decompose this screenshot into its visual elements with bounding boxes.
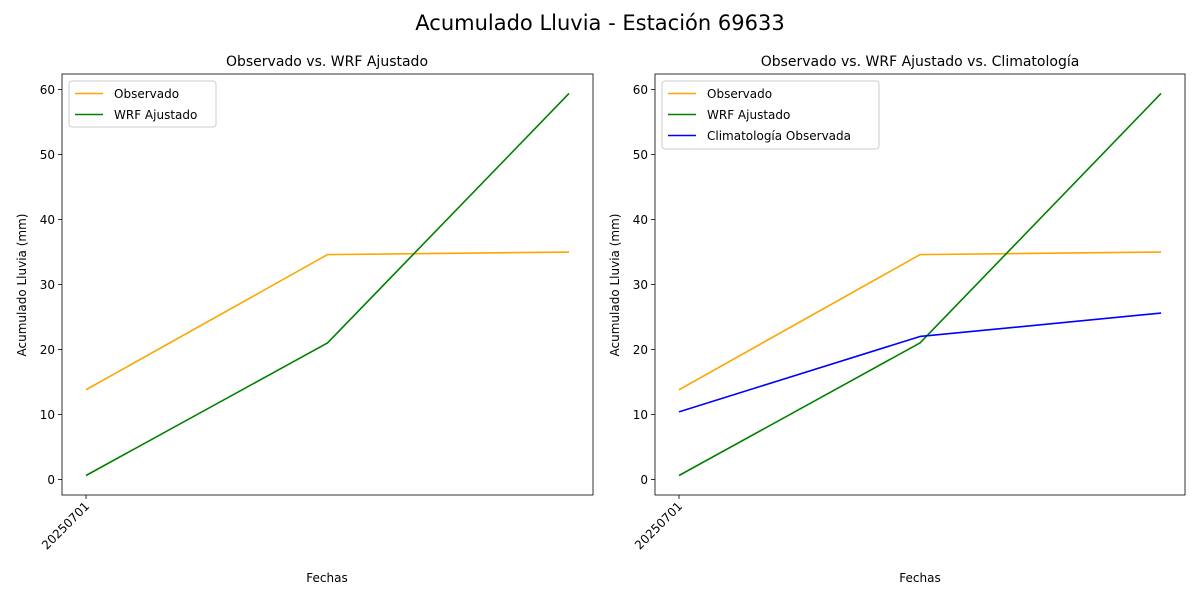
chart-2-title: Observado vs. WRF Ajustado vs. Climatolo…	[761, 54, 1080, 70]
chart-1-y-tick-label: 0	[47, 473, 55, 487]
chart-panel-2: Observado vs. WRF Ajustado vs. Climatolo…	[608, 54, 1186, 585]
chart-2-y-ticks: 0 10 20 30 40 50 60	[633, 83, 655, 487]
chart-2-y-tick-label: 60	[633, 83, 648, 97]
chart-1-y-tick-label: 60	[40, 83, 55, 97]
chart-2-x-tick-label: 20250701	[632, 499, 685, 552]
chart-2-x-axis-label: Fechas	[899, 571, 940, 585]
legend-2-label-wrf: WRF Ajustado	[707, 108, 790, 122]
chart-1-y-tick-label: 40	[40, 213, 55, 227]
chart-1-series-line-0	[85, 251, 570, 391]
chart-1-series-line-1	[85, 92, 570, 477]
chart-2-y-tick-label: 50	[633, 148, 648, 162]
chart-panel-1: Observado vs. WRF Ajustado 0 10 20 30 40 50 60…	[15, 54, 594, 585]
chart-1-x-tick-label: 20250701	[39, 499, 92, 552]
chart-1-y-axis-label: Acumulado Lluvia (mm)	[15, 214, 29, 357]
chart-2-series-line-1	[678, 92, 1162, 477]
chart-1-x-ticks: 20250701	[39, 495, 92, 552]
chart-2-series	[678, 92, 1162, 477]
chart-1-y-tick-label: 30	[40, 278, 55, 292]
chart-2-y-tick-label: 20	[633, 343, 648, 357]
legend-1-label-wrf: WRF Ajustado	[114, 108, 197, 122]
chart-2-y-axis-label: Acumulado Lluvia (mm)	[608, 214, 622, 357]
chart-1-y-tick-label: 50	[40, 148, 55, 162]
chart-1-x-axis-label: Fechas	[306, 571, 347, 585]
chart-2-x-ticks: 20250701	[632, 495, 685, 552]
chart-1-title: Observado vs. WRF Ajustado	[226, 54, 428, 70]
chart-1-y-tick-label: 10	[40, 408, 55, 422]
chart-2-series-line-0	[678, 251, 1162, 391]
chart-1-legend: Observado WRF Ajustado	[68, 80, 217, 128]
chart-2-y-tick-label: 10	[633, 408, 648, 422]
chart-2-series-line-2	[678, 312, 1162, 413]
chart-1-series	[85, 92, 570, 477]
chart-2-y-tick-label: 40	[633, 213, 648, 227]
figure-suptitle: Acumulado Lluvia - Estación 69633	[415, 11, 784, 35]
legend-2-label-observado: Observado	[707, 87, 772, 101]
chart-2-y-tick-label: 0	[640, 473, 648, 487]
legend-2-label-climatologia: Climatología Observada	[707, 129, 851, 143]
chart-2-legend: Observado WRF Ajustado Climatología Obse…	[661, 80, 880, 150]
chart-2-y-tick-label: 30	[633, 278, 648, 292]
chart-1-plot-area	[61, 73, 594, 496]
chart-1-y-tick-label: 20	[40, 343, 55, 357]
chart-1-y-ticks: 0 10 20 30 40 50 60	[40, 83, 62, 487]
legend-1-label-observado: Observado	[114, 87, 179, 101]
